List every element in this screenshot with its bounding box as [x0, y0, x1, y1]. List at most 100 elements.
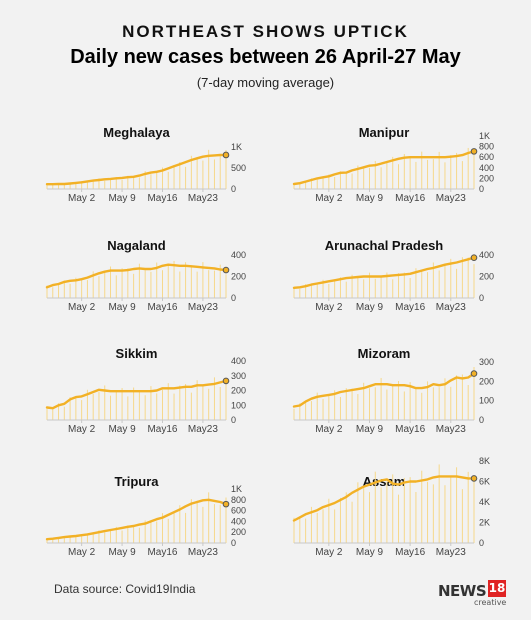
series-line [292, 256, 476, 289]
x-tick-label: May16 [147, 302, 177, 313]
logo-badge: 18 [488, 580, 506, 597]
y-tick-label: 400 [231, 250, 246, 260]
x-tick-label: May16 [395, 424, 425, 435]
endpoint-marker [222, 151, 230, 159]
y-tick-label: 200 [479, 376, 494, 386]
x-tick-label: May 9 [108, 547, 136, 558]
x-tick-label: May16 [395, 302, 425, 313]
y-tick-label: 0 [231, 184, 236, 194]
series-line [292, 372, 476, 408]
chart-panel: Sikkim 0 100 200 300 400 May 2 May 9 May16 May23 [45, 346, 246, 435]
x-tick-label: May 2 [315, 547, 343, 558]
x-tick-label: May23 [436, 424, 466, 435]
x-tick-label: May 9 [108, 193, 136, 204]
data-source-note: Data source: Covid19India [54, 582, 196, 596]
chart-panel: Nagaland 0 200 400 May 2 May 9 May16 May23 [45, 238, 246, 313]
x-tick-label: May16 [395, 547, 425, 558]
x-tick-label: May 9 [356, 302, 384, 313]
x-tick-label: May 9 [108, 424, 136, 435]
panel-title: Meghalaya [103, 125, 170, 140]
x-tick-label: May 2 [315, 424, 343, 435]
y-tick-label: 100 [479, 396, 494, 406]
logo-subtext: creative [474, 598, 507, 607]
x-tick-label: May 2 [68, 302, 96, 313]
y-tick-label: 200 [231, 272, 246, 282]
endpoint-marker [470, 254, 478, 261]
x-tick-label: May 9 [356, 547, 384, 558]
x-tick-label: May23 [188, 302, 218, 313]
x-tick-label: May 2 [315, 193, 343, 204]
x-tick-label: May 9 [108, 302, 136, 313]
y-tick-label: 200 [231, 527, 246, 537]
series-line [45, 498, 228, 541]
y-tick-label: 600 [231, 506, 246, 516]
panel-title: Nagaland [107, 238, 166, 253]
endpoint-marker [222, 266, 230, 274]
panel-title: Assam [363, 474, 406, 489]
y-tick-label: 300 [231, 371, 246, 381]
panel-title: Tripura [114, 474, 159, 489]
news18-logo: NEWS 18 creative [438, 580, 508, 612]
y-tick-label: 800 [231, 495, 246, 505]
endpoint-marker [222, 377, 230, 385]
chart-panel: Mizoram 0 100 200 300 May 2 May 9 May16 May23 [292, 346, 494, 435]
chart-panel: Meghalaya 0 500 1K May 2 May 9 May16 May23 [45, 125, 246, 204]
y-tick-label: 400 [479, 250, 494, 260]
series-line [292, 475, 476, 522]
y-tick-label: 0 [479, 293, 484, 303]
panel-title: Manipur [359, 125, 410, 140]
y-tick-label: 1K [231, 484, 242, 494]
endpoint-marker [470, 475, 478, 482]
x-tick-label: May 9 [356, 193, 384, 204]
series-line [292, 150, 476, 186]
x-tick-label: May 2 [315, 302, 343, 313]
x-tick-label: May16 [147, 424, 177, 435]
chart-panel: Arunachal Pradesh 0 200 400 May 2 May 9 May16 M… [292, 238, 494, 313]
y-tick-label: 0 [231, 538, 236, 548]
panel-title: Sikkim [116, 346, 158, 361]
y-tick-label: 400 [231, 516, 246, 526]
y-tick-label: 4K [479, 497, 490, 507]
x-tick-label: May16 [147, 547, 177, 558]
y-tick-label: 100 [231, 400, 246, 410]
x-tick-label: May16 [395, 193, 425, 204]
x-tick-label: May 2 [68, 547, 96, 558]
y-tick-label: 300 [479, 357, 494, 367]
y-tick-label: 200 [231, 386, 246, 396]
y-tick-label: 0 [231, 293, 236, 303]
chart-subtitle: (7-day moving average) [196, 75, 335, 90]
y-tick-label: 8K [479, 456, 490, 466]
y-tick-label: 200 [479, 272, 494, 282]
x-tick-label: May16 [147, 193, 177, 204]
y-tick-label: 400 [479, 163, 494, 173]
x-tick-label: May23 [436, 193, 466, 204]
x-tick-label: May 2 [68, 193, 96, 204]
chart-title: Daily new cases between 26 April-27 May [70, 46, 461, 68]
y-tick-label: 1K [231, 142, 242, 152]
y-tick-label: 0 [479, 184, 484, 194]
series-line [45, 263, 228, 289]
y-tick-label: 200 [479, 173, 494, 183]
y-tick-label: 0 [479, 538, 484, 548]
y-tick-label: 2K [479, 518, 490, 528]
series-line [45, 153, 228, 186]
endpoint-marker [470, 370, 478, 377]
x-tick-label: May23 [436, 547, 466, 558]
endpoint-marker [470, 148, 478, 155]
x-tick-label: May23 [436, 302, 466, 313]
y-tick-label: 6K [479, 477, 490, 487]
series-line [45, 379, 228, 410]
panel-title: Arunachal Pradesh [325, 238, 444, 253]
y-tick-label: 0 [479, 415, 484, 425]
x-tick-label: May23 [188, 547, 218, 558]
x-tick-label: May23 [188, 193, 218, 204]
endpoint-marker [222, 500, 230, 508]
x-tick-label: May 9 [356, 424, 384, 435]
x-tick-label: May23 [188, 424, 218, 435]
y-tick-label: 800 [479, 142, 494, 152]
y-tick-label: 0 [231, 415, 236, 425]
chart-panel: Assam 0 2K 4K 6K 8K May 2 May 9 May16 May23 [292, 456, 490, 558]
x-tick-label: May 2 [68, 424, 96, 435]
